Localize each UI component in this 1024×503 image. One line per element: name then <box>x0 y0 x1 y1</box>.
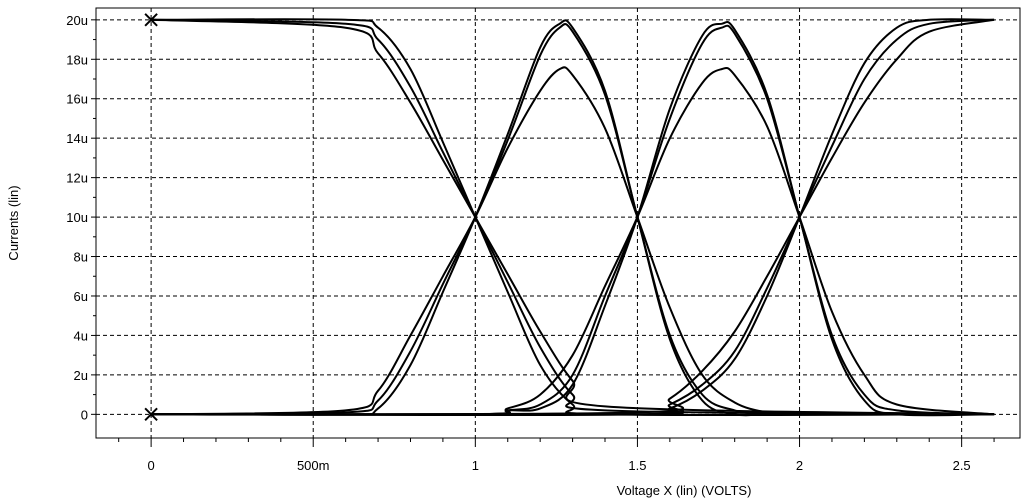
plot-area <box>95 7 1021 439</box>
marker-group <box>144 13 158 422</box>
x-tick-label: 2.5 <box>953 458 971 473</box>
series-line-5 <box>151 66 995 416</box>
y-tick-label: 12u <box>66 171 88 186</box>
y-axis-ticks: 0 2u 4u 6u 8u 10u 12u 14u 16u 18u 20u <box>66 13 96 422</box>
x-tick-label: 0 <box>147 458 154 473</box>
y-tick-label: 6u <box>74 289 88 304</box>
series-line-4 <box>151 23 995 416</box>
y-axis-label: Currents (lin) <box>6 185 21 260</box>
y-tick-label: 20u <box>66 13 88 28</box>
series-line-8 <box>151 66 995 416</box>
cross-marker <box>144 13 158 27</box>
series-line-1 <box>151 18 995 416</box>
y-tick-label: 18u <box>66 52 88 67</box>
y-tick-label: 8u <box>74 250 88 265</box>
x-tick-label: 1 <box>472 458 479 473</box>
x-axis-label: Voltage X (lin) (VOLTS) <box>617 483 752 498</box>
x-axis-ticks: 0 500m 1 1.5 2 2.5 <box>118 438 995 473</box>
x-tick-label: 1.5 <box>628 458 646 473</box>
series-line-11 <box>151 18 995 416</box>
x-tick-label: 500m <box>297 458 330 473</box>
y-tick-label: 10u <box>66 210 88 225</box>
series-line-2 <box>151 18 995 416</box>
y-tick-label: 4u <box>74 328 88 343</box>
series-group <box>151 18 995 417</box>
y-tick-label: 14u <box>66 131 88 146</box>
y-tick-label: 0 <box>81 407 88 422</box>
y-tick-label: 2u <box>74 368 88 383</box>
cross-marker <box>144 407 158 422</box>
series-line-3 <box>151 19 995 417</box>
y-tick-label: 16u <box>66 92 88 107</box>
series-line-10 <box>151 18 995 417</box>
x-tick-label: 2 <box>796 458 803 473</box>
